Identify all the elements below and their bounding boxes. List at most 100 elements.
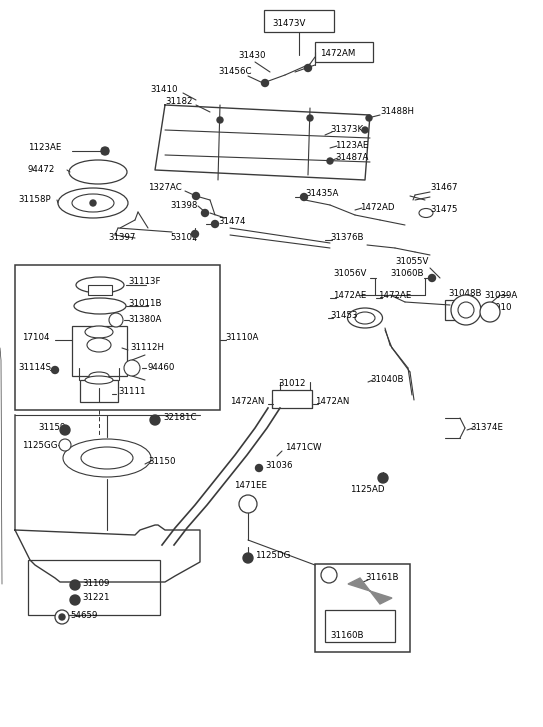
- Polygon shape: [348, 578, 392, 604]
- Circle shape: [305, 65, 312, 71]
- Circle shape: [217, 117, 223, 123]
- Text: 31376B: 31376B: [330, 233, 363, 243]
- Circle shape: [55, 610, 69, 624]
- Circle shape: [366, 115, 372, 121]
- Circle shape: [327, 158, 333, 164]
- Text: 1123AE: 1123AE: [335, 140, 368, 150]
- Bar: [72, 326, 127, 376]
- Ellipse shape: [419, 209, 433, 217]
- Bar: [264, 10, 334, 32]
- Text: 31011B: 31011B: [128, 300, 161, 308]
- Text: 31435A: 31435A: [305, 188, 338, 198]
- Circle shape: [300, 193, 307, 201]
- Text: 53102: 53102: [170, 233, 198, 243]
- Bar: [80, 380, 118, 402]
- Text: 1472AN: 1472AN: [230, 398, 264, 406]
- Circle shape: [201, 209, 209, 217]
- Text: 31110A: 31110A: [225, 334, 258, 342]
- Ellipse shape: [58, 188, 128, 218]
- Text: 31012: 31012: [278, 379, 306, 388]
- Text: 31373K: 31373K: [330, 126, 363, 134]
- Ellipse shape: [74, 298, 126, 314]
- Text: 17104: 17104: [22, 334, 49, 342]
- Text: 31114S: 31114S: [18, 364, 51, 372]
- Circle shape: [362, 127, 368, 133]
- Text: 31487A: 31487A: [335, 153, 368, 163]
- Text: 31221: 31221: [82, 593, 110, 603]
- Text: 31430: 31430: [238, 52, 266, 60]
- Text: 1472AE: 1472AE: [378, 292, 412, 300]
- Ellipse shape: [85, 376, 113, 384]
- Circle shape: [60, 425, 70, 435]
- Text: 31398: 31398: [170, 201, 197, 211]
- Text: 31488H: 31488H: [380, 108, 414, 116]
- Text: 1125DG: 1125DG: [255, 552, 291, 561]
- Text: 31039A: 31039A: [484, 291, 517, 300]
- Ellipse shape: [76, 277, 124, 293]
- Circle shape: [124, 360, 140, 376]
- Text: 1472AE: 1472AE: [333, 292, 367, 300]
- Text: 31160B: 31160B: [330, 632, 363, 640]
- Circle shape: [59, 614, 65, 620]
- Bar: [88, 285, 112, 295]
- Bar: [452, 302, 464, 318]
- Bar: [272, 390, 312, 408]
- Circle shape: [212, 220, 218, 228]
- Text: 31111: 31111: [118, 387, 146, 396]
- Text: a: a: [245, 499, 250, 508]
- Text: 31182: 31182: [165, 97, 193, 106]
- Circle shape: [321, 567, 337, 583]
- Text: 31456C: 31456C: [218, 68, 251, 76]
- Text: 1471EE: 1471EE: [234, 481, 267, 491]
- Text: 31453: 31453: [330, 311, 357, 321]
- Text: 31113F: 31113F: [128, 278, 161, 286]
- Circle shape: [451, 295, 481, 325]
- Text: 1125AD: 1125AD: [350, 486, 384, 494]
- Text: 1472AM: 1472AM: [320, 49, 355, 58]
- Text: 94472: 94472: [28, 166, 55, 174]
- Text: 1471CW: 1471CW: [285, 443, 321, 452]
- Text: 54659: 54659: [70, 611, 97, 621]
- Circle shape: [150, 415, 160, 425]
- Text: 1472AN: 1472AN: [315, 398, 349, 406]
- Circle shape: [458, 302, 474, 318]
- Text: 31397: 31397: [108, 233, 135, 243]
- Text: 31473V: 31473V: [272, 20, 305, 28]
- Circle shape: [59, 439, 71, 451]
- Circle shape: [193, 193, 199, 199]
- Circle shape: [239, 495, 257, 513]
- Bar: [315, 564, 410, 652]
- Text: 31374E: 31374E: [470, 424, 503, 433]
- Text: 31109: 31109: [82, 579, 109, 587]
- Text: 31040B: 31040B: [370, 376, 403, 385]
- Text: 31060B: 31060B: [390, 270, 424, 278]
- Text: 94460: 94460: [148, 364, 175, 372]
- Text: 1472AD: 1472AD: [360, 203, 395, 212]
- Text: 1327AC: 1327AC: [148, 183, 182, 193]
- Text: 1123AE: 1123AE: [28, 143, 61, 153]
- Circle shape: [109, 313, 123, 327]
- Ellipse shape: [89, 372, 109, 380]
- Text: 31475: 31475: [430, 206, 458, 214]
- Bar: [325, 610, 395, 642]
- Circle shape: [428, 275, 435, 281]
- Text: 31467: 31467: [430, 183, 458, 193]
- Ellipse shape: [355, 312, 375, 324]
- Text: 31410: 31410: [150, 86, 178, 95]
- Bar: [15, 265, 220, 410]
- Circle shape: [70, 580, 80, 590]
- Ellipse shape: [81, 447, 133, 469]
- Ellipse shape: [348, 308, 382, 328]
- Text: 31048B: 31048B: [448, 289, 482, 299]
- Text: 31159: 31159: [38, 424, 65, 433]
- Text: 31010: 31010: [484, 303, 512, 313]
- Circle shape: [90, 200, 96, 206]
- Text: 1125GG: 1125GG: [22, 441, 58, 449]
- Text: 32181C: 32181C: [163, 414, 197, 422]
- Text: 31056V: 31056V: [333, 270, 367, 278]
- Ellipse shape: [69, 160, 127, 184]
- Text: 31150: 31150: [148, 457, 175, 467]
- Ellipse shape: [63, 439, 151, 477]
- Text: 31112H: 31112H: [130, 343, 164, 353]
- Text: 31161B: 31161B: [365, 574, 399, 582]
